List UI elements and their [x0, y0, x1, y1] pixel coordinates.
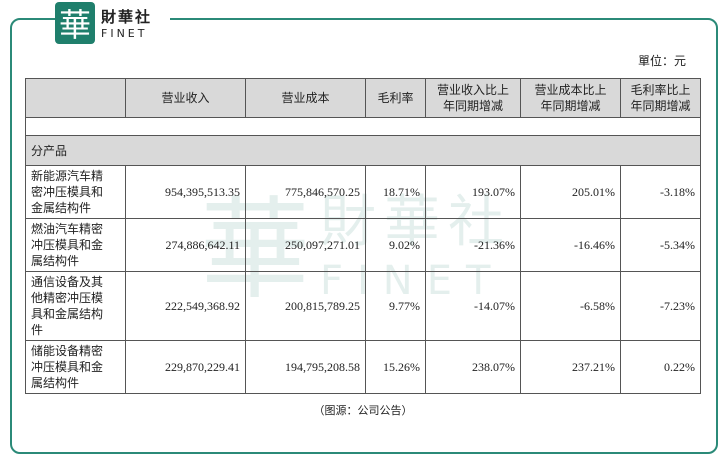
- cell-line: 件: [31, 323, 44, 337]
- gap-cell: [25, 117, 701, 136]
- data-cell: 237.21%: [520, 340, 621, 394]
- section-row: 分产品: [25, 135, 701, 166]
- cell-line: 密冲压模具和: [31, 185, 104, 199]
- data-cell: 193.07%: [425, 165, 521, 219]
- data-cell: 250,097,271.01: [245, 218, 366, 272]
- table: 营业收入 营业成本 毛利率 营业收入比上 年同期增减 营业成本比上 年同期增减 毛利率比上 年同…: [25, 78, 701, 394]
- data-cell: 229,870,229.41: [125, 340, 246, 394]
- cell-line: 储能设备精密: [31, 344, 104, 358]
- cell-line: 年同期增减: [630, 99, 691, 113]
- data-cell: 9.77%: [365, 271, 426, 341]
- logo-char: 華: [55, 2, 95, 44]
- cell-line: 燃油汽车精密: [31, 222, 104, 236]
- cell-line: 毛利率: [377, 91, 414, 105]
- frame: [10, 18, 718, 454]
- row-label: 通信设备及其 他精密冲压模 具和金属结构件: [25, 271, 126, 341]
- header-cell: 营业收入: [125, 78, 246, 118]
- data-row: 通信设备及其 他精密冲压模 具和金属结构件 222,549,368.92 200,815…: [25, 271, 701, 341]
- header-cell: 营业成本: [245, 78, 366, 118]
- data-row: 储能设备精密 冲压模具和金 属结构件 229,870,229.41 194,795,20…: [25, 340, 701, 394]
- caption: （图源：公司公告）: [313, 404, 413, 417]
- gap-row: [25, 117, 701, 136]
- logo: 華 財華社 FINET: [55, 0, 170, 46]
- cell-line: 营业成本: [281, 91, 330, 105]
- data-cell: 205.01%: [520, 165, 621, 219]
- cell-line: 属结构件: [31, 376, 80, 390]
- cell-line: 营业收入: [161, 91, 210, 105]
- data-cell: 274,886,642.11: [125, 218, 246, 272]
- cell-line: 营业成本比上: [534, 83, 607, 97]
- cell-line: 金属结构件: [31, 201, 92, 215]
- data-cell: -5.34%: [620, 218, 701, 272]
- data-cell: 775,846,570.25: [245, 165, 366, 219]
- header-row: 营业收入 营业成本 毛利率 营业收入比上 年同期增减 营业成本比上 年同期增减 毛利率比上 年同…: [25, 78, 701, 118]
- data-cell: -21.36%: [425, 218, 521, 272]
- cell-line: 冲压模具和金: [31, 238, 104, 252]
- data-cell: -3.18%: [620, 165, 701, 219]
- cell-line: 具和金属结构: [31, 307, 104, 321]
- header-cell: 毛利率: [365, 78, 426, 118]
- data-cell: -6.58%: [520, 271, 621, 341]
- header-cell: 营业成本比上 年同期增减: [520, 78, 621, 118]
- cell-line: 毛利率比上: [630, 83, 691, 97]
- cell-line: 新能源汽车精: [31, 169, 104, 183]
- data-cell: 9.02%: [365, 218, 426, 272]
- data-cell: 200,815,789.25: [245, 271, 366, 341]
- data-cell: 238.07%: [425, 340, 521, 394]
- section-cell: 分产品: [25, 135, 701, 166]
- cell-line: 属结构件: [31, 254, 80, 268]
- data-cell: 222,549,368.92: [125, 271, 246, 341]
- data-cell: 194,795,208.58: [245, 340, 366, 394]
- row-label: 新能源汽车精 密冲压模具和 金属结构件: [25, 165, 126, 219]
- data-cell: 15.26%: [365, 340, 426, 394]
- cell-line: 年同期增减: [540, 99, 601, 113]
- header-cell: 营业收入比上 年同期增减: [425, 78, 521, 118]
- data-row: 新能源汽车精 密冲压模具和 金属结构件 954,395,513.35 775,846,5…: [25, 165, 701, 219]
- data-row: 燃油汽车精密 冲压模具和金 属结构件 274,886,642.11 250,097,27…: [25, 218, 701, 272]
- cell-line: 营业收入比上: [436, 83, 509, 97]
- header-cell: 毛利率比上年同期增减: [620, 78, 701, 118]
- row-label: 储能设备精密 冲压模具和金 属结构件: [25, 340, 126, 394]
- logo-latin: FINET: [101, 27, 148, 40]
- unit: 單位：元: [637, 54, 686, 68]
- data-cell: 0.22%: [620, 340, 701, 394]
- logo-name: 財華社: [101, 8, 153, 26]
- data-cell: -7.23%: [620, 271, 701, 341]
- data-cell: -14.07%: [425, 271, 521, 341]
- data-cell: -16.46%: [520, 218, 621, 272]
- data-cell: 954,395,513.35: [125, 165, 246, 219]
- cell-line: 通信设备及其: [31, 275, 104, 289]
- data-cell: 18.71%: [365, 165, 426, 219]
- header-cell: [25, 78, 126, 118]
- cell-line: 他精密冲压模: [31, 291, 104, 305]
- cell-line: 年同期增减: [442, 99, 503, 113]
- cell-line: 冲压模具和金: [31, 360, 104, 374]
- row-label: 燃油汽车精密 冲压模具和金 属结构件: [25, 218, 126, 272]
